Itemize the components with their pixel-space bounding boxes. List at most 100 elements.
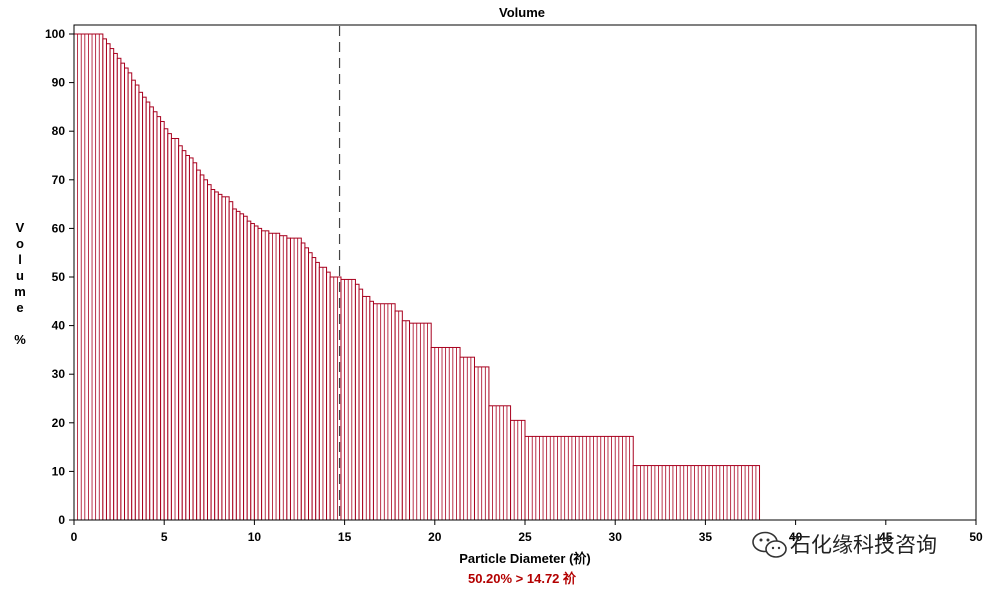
x-tick-label: 5 [161, 530, 168, 544]
bar-bin [156, 116, 162, 521]
y-tick-label: 90 [52, 76, 66, 90]
chart-title: Volume [499, 5, 545, 20]
y-tick-label: 0 [58, 513, 65, 527]
y-tick-label: 100 [45, 27, 65, 41]
y-tick-label: 50 [52, 270, 66, 284]
bar-bin [473, 366, 490, 521]
bar-bin [246, 220, 252, 521]
bar-bin [308, 252, 313, 521]
y-axis-label: Volume% [14, 220, 26, 347]
bar-bin [228, 201, 234, 521]
bar-bin [362, 295, 371, 521]
x-tick-label: 20 [428, 530, 442, 544]
y-tick-label: 30 [52, 367, 66, 381]
bar-bin [311, 257, 317, 521]
bar-bin [257, 227, 263, 521]
x-axis-title: Particle Diameter (祄) [459, 551, 591, 566]
bar-bin [261, 230, 270, 521]
bar-bin [488, 405, 512, 521]
bar-bin [203, 179, 208, 521]
bar-bin [253, 225, 259, 521]
y-axis-label-char: o [16, 236, 24, 251]
bar-bin [102, 38, 107, 521]
y-tick-label: 70 [52, 173, 66, 187]
bar-bin [217, 193, 223, 521]
y-tick-label: 80 [52, 124, 66, 138]
bar-bin [340, 278, 356, 521]
bar-bin [167, 133, 172, 521]
bar-bin [192, 162, 198, 521]
x-tick-label: 10 [248, 530, 262, 544]
bar-bin [163, 128, 169, 521]
y-axis: 0 10 20 30 40 50 60 70 80 90 100 [45, 27, 74, 527]
y-axis-label-char: m [14, 284, 26, 299]
bar-bin [170, 137, 180, 521]
bar-bin [235, 210, 241, 521]
bar-bin [181, 150, 187, 521]
bar-bin [127, 72, 133, 521]
y-axis-label-char: % [14, 332, 26, 347]
y-axis-label-char: V [16, 220, 25, 235]
y-axis-label-char: u [16, 268, 24, 283]
bar-bin [372, 303, 396, 521]
bars [73, 33, 761, 521]
bar-bin [289, 237, 302, 521]
bar-bin [196, 169, 201, 521]
bar-bin [394, 310, 403, 521]
bar-bin [632, 465, 761, 521]
bar-bin [142, 96, 147, 521]
bar-bin [409, 322, 432, 521]
x-tick-label: 35 [699, 530, 713, 544]
bar-bin [120, 62, 126, 521]
x-tick-label: 45 [879, 530, 893, 544]
bar-bin [152, 111, 158, 521]
bar-bin [221, 196, 230, 521]
bar-bin [358, 288, 364, 521]
y-tick-label: 20 [52, 416, 66, 430]
x-tick-label: 50 [969, 530, 983, 544]
bar-bin [138, 91, 144, 521]
bar-bin [188, 157, 194, 521]
wechat-icon [752, 531, 787, 558]
bar-bin [206, 184, 212, 521]
bar-bin [286, 237, 291, 521]
y-tick-label: 60 [52, 221, 66, 235]
bar-bin [315, 261, 320, 521]
bar-bin [199, 174, 205, 521]
bar-bin [459, 356, 475, 521]
bar-bin [304, 247, 310, 521]
y-axis-label-char: l [18, 252, 22, 267]
bar-bin [124, 67, 129, 521]
bar-bin [116, 57, 122, 521]
bar-bin [279, 235, 288, 521]
bar-bin [160, 120, 165, 521]
bar-bin [354, 283, 360, 521]
x-axis: 0 5 10 15 20 25 30 35 40 45 50 [71, 520, 983, 544]
bar-bin [113, 52, 118, 521]
bar-bin [214, 191, 219, 521]
x-tick-label: 40 [789, 530, 803, 544]
bar-bin [185, 155, 190, 521]
bar-bin [149, 106, 154, 521]
watermark-text: 石化缘科技咨询 [790, 534, 937, 557]
x-tick-label: 0 [71, 530, 78, 544]
percentile-readout: 50.20% > 14.72 祄 [468, 571, 577, 586]
bar-bin [326, 271, 331, 521]
bar-bin [134, 84, 140, 521]
x-tick-label: 30 [609, 530, 623, 544]
bar-bin [510, 419, 526, 521]
y-axis-label-char: e [16, 300, 23, 315]
y-tick-label: 10 [52, 464, 66, 478]
bar-bin [243, 215, 248, 521]
bar-bin [430, 346, 461, 521]
bar-bin [318, 266, 328, 521]
bar-bin [109, 48, 115, 521]
bar-bin [73, 33, 104, 521]
y-tick-label: 40 [52, 319, 66, 333]
bar-bin [105, 43, 111, 521]
bar-bin [401, 320, 411, 521]
bar-bin [232, 208, 237, 521]
bar-bin [300, 242, 306, 521]
